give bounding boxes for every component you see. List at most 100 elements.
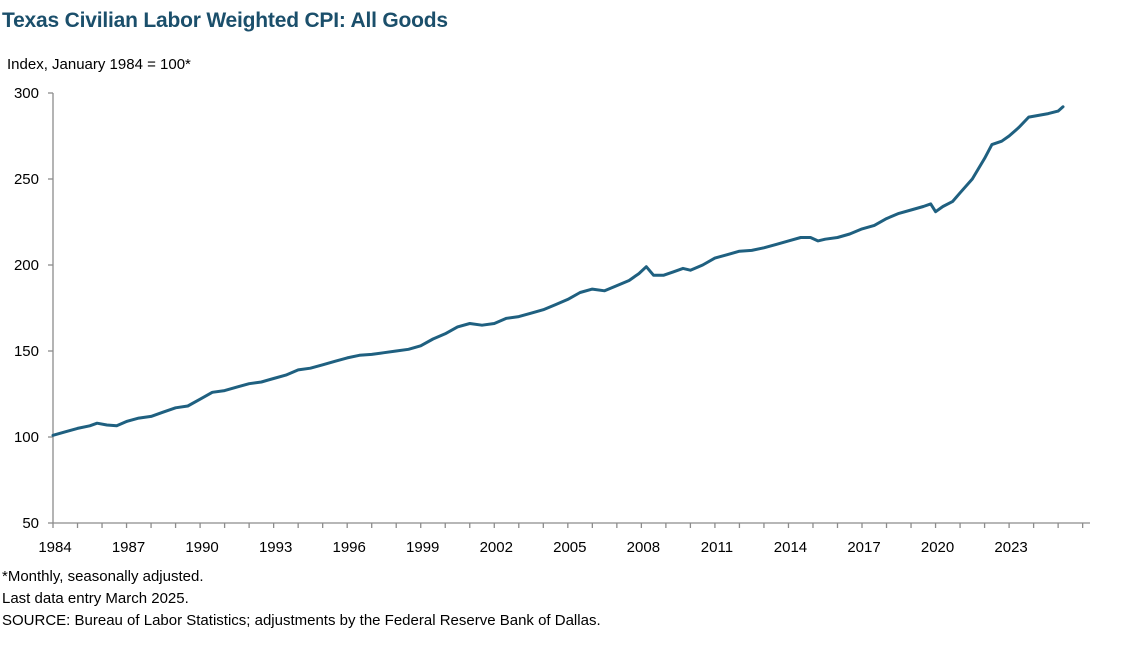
data-point <box>468 322 471 325</box>
series-group <box>51 105 1065 437</box>
data-point <box>186 405 189 408</box>
data-point <box>762 246 765 249</box>
data-point <box>897 212 900 215</box>
data-point <box>929 202 932 205</box>
footnote-last-entry: Last data entry March 2025. <box>2 590 189 607</box>
data-point <box>579 291 582 294</box>
data-point <box>637 272 640 275</box>
data-point <box>713 257 716 260</box>
data-point <box>346 356 349 359</box>
data-point <box>481 324 484 327</box>
footnote-seasonal: *Monthly, seasonally adjusted. <box>2 568 204 585</box>
data-point <box>603 289 606 292</box>
data-point <box>248 382 251 385</box>
data-point <box>1062 105 1065 108</box>
y-tick-label: 150 <box>14 343 39 360</box>
series-line-cpi-goods <box>51 105 1065 437</box>
data-point <box>1027 116 1030 119</box>
x-tick-label: 2017 <box>847 539 880 556</box>
data-point <box>456 325 459 328</box>
data-point <box>689 269 692 272</box>
data-point <box>333 360 336 363</box>
data-point <box>235 386 238 389</box>
data-point <box>1037 114 1040 117</box>
data-point <box>284 374 287 377</box>
data-point <box>951 200 954 203</box>
data-point <box>76 427 79 430</box>
data-point <box>493 322 496 325</box>
data-point <box>542 308 545 311</box>
x-tick-label: 2014 <box>774 539 807 556</box>
data-point <box>628 279 631 282</box>
data-point <box>591 288 594 291</box>
data-point <box>799 236 802 239</box>
y-ticks: 50 100 150 200 250 300 <box>14 85 53 532</box>
data-point <box>517 315 520 318</box>
data-point <box>971 178 974 181</box>
data-point <box>645 265 648 268</box>
data-point <box>990 143 993 146</box>
data-point <box>1047 112 1050 115</box>
data-point <box>223 389 226 392</box>
data-point <box>64 430 67 433</box>
x-tick-label: 1984 <box>38 539 71 556</box>
data-point <box>787 239 790 242</box>
data-point <box>816 239 819 242</box>
data-point <box>260 381 263 384</box>
x-tick-label: 2023 <box>994 539 1027 556</box>
data-point <box>395 350 398 353</box>
x-tick-label: 1993 <box>259 539 292 556</box>
y-tick-label: 250 <box>14 171 39 188</box>
data-point <box>505 317 508 320</box>
data-point <box>615 284 618 287</box>
data-point <box>272 377 275 380</box>
data-point <box>358 354 361 357</box>
data-point <box>383 351 386 354</box>
x-ticks: 1984 1987 1990 1993 1996 1999 2002 2005 2008 2011… <box>38 523 1084 556</box>
data-point <box>836 236 839 239</box>
data-point <box>861 227 864 230</box>
data-point <box>726 253 729 256</box>
data-point <box>52 434 55 437</box>
data-point <box>199 398 202 401</box>
data-point <box>96 422 99 425</box>
data-point <box>652 274 655 277</box>
data-point <box>321 363 324 366</box>
y-tick-label: 200 <box>14 257 39 274</box>
data-point <box>848 233 851 236</box>
x-tick-label: 2002 <box>480 539 513 556</box>
data-point <box>1008 135 1011 138</box>
data-point <box>297 368 300 371</box>
data-point <box>211 391 214 394</box>
y-tick-label: 50 <box>22 515 39 532</box>
data-point <box>1017 126 1020 129</box>
data-point <box>432 338 435 341</box>
data-point <box>125 420 128 423</box>
data-point <box>115 424 118 427</box>
y-tick-label: 300 <box>14 85 39 102</box>
data-point <box>809 236 812 239</box>
data-point <box>910 209 913 212</box>
x-tick-label: 1987 <box>112 539 145 556</box>
y-axis-label: Index, January 1984 = 100* <box>7 56 191 73</box>
data-point <box>554 303 557 306</box>
data-point <box>738 250 741 253</box>
data-point <box>419 344 422 347</box>
data-point <box>941 205 944 208</box>
data-point <box>370 353 373 356</box>
data-point <box>750 249 753 252</box>
data-point <box>530 312 533 315</box>
data-point <box>824 238 827 241</box>
axes <box>52 93 1090 524</box>
x-tick-label: 2005 <box>553 539 586 556</box>
data-point <box>444 332 447 335</box>
data-point <box>662 274 665 277</box>
data-point <box>105 424 108 427</box>
data-point <box>701 264 704 267</box>
data-point <box>309 367 312 370</box>
data-point <box>934 210 937 213</box>
x-tick-label: 2008 <box>627 539 660 556</box>
data-point <box>162 411 165 414</box>
y-tick-label: 100 <box>14 429 39 446</box>
